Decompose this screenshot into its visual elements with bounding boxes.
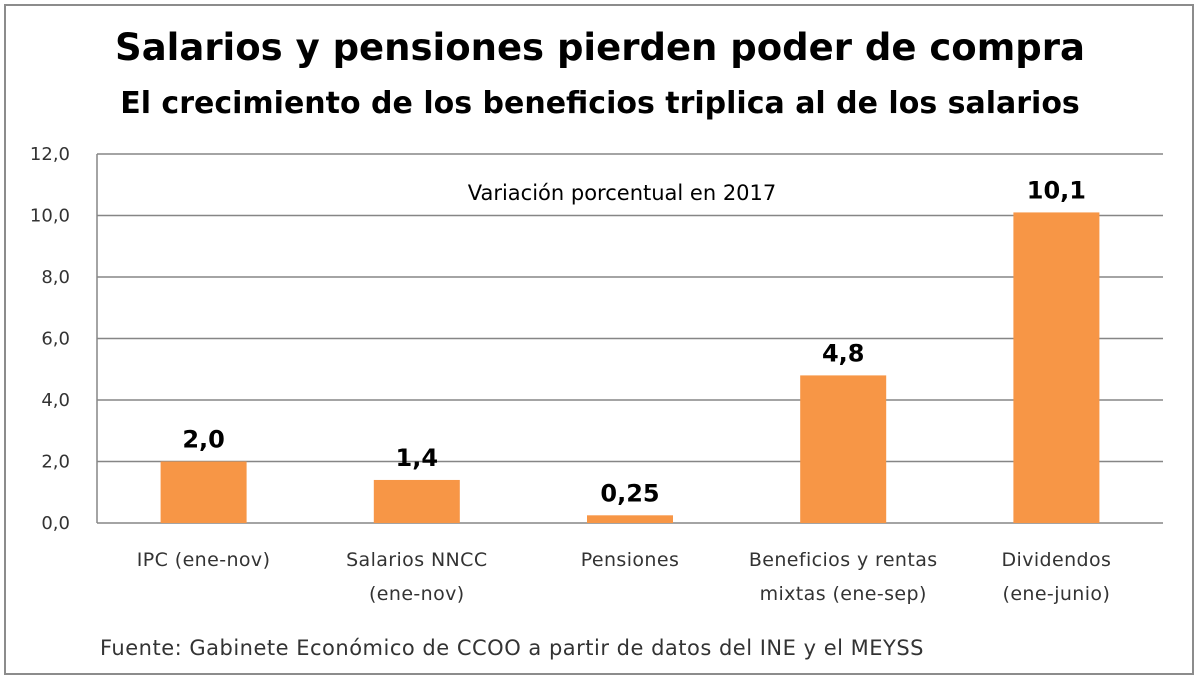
- y-tick-label: 12,0: [30, 144, 70, 165]
- data-label: 2,0: [182, 426, 225, 454]
- category-label: Salarios NNCC: [346, 549, 487, 571]
- data-label: 4,8: [822, 339, 865, 367]
- category-label: Beneficios y rentas: [749, 549, 938, 571]
- category-labels: IPC (ene-nov) Salarios NNCC (ene-nov) Pensi…: [137, 549, 1111, 605]
- y-tick-label: 2,0: [41, 452, 70, 473]
- category-label: (ene-nov): [369, 583, 465, 605]
- category-label: (ene-junio): [1003, 583, 1111, 605]
- bar: [800, 375, 887, 523]
- category-label: Dividendos: [1001, 549, 1111, 571]
- data-label: 10,1: [1027, 176, 1086, 204]
- y-tick-label: 10,0: [30, 206, 70, 227]
- category-label: Pensiones: [581, 549, 680, 571]
- bar: [373, 479, 460, 523]
- gridlines: [96, 153, 1163, 524]
- y-tick-label: 6,0: [41, 329, 70, 350]
- chart-subtitle: El crecimiento de los beneficios triplic…: [120, 86, 1080, 121]
- data-label: 1,4: [396, 444, 439, 472]
- y-tick-label: 4,0: [41, 390, 70, 411]
- y-tick-label: 8,0: [41, 267, 70, 288]
- category-label: IPC (ene-nov): [137, 549, 271, 571]
- bar: [587, 515, 673, 523]
- data-labels: 2,0 1,4 0,25 4,8 10,1: [182, 176, 1086, 507]
- bars: [160, 212, 1100, 524]
- y-tick-label: 0,0: [41, 513, 70, 534]
- source-note: Fuente: Gabinete Económico de CCOO a par…: [100, 636, 924, 660]
- bar: [1013, 212, 1100, 524]
- chart-title: Salarios y pensiones pierden poder de co…: [115, 26, 1085, 69]
- bar: [160, 461, 247, 523]
- chart-annotation: Variación porcentual en 2017: [468, 181, 777, 205]
- data-label: 0,25: [600, 479, 659, 507]
- chart-frame: [4, 4, 1194, 675]
- y-axis-ticks: 0,0 2,0 4,0 6,0 8,0 10,0 12,0: [30, 144, 70, 534]
- category-label: mixtas (ene-sep): [760, 583, 927, 605]
